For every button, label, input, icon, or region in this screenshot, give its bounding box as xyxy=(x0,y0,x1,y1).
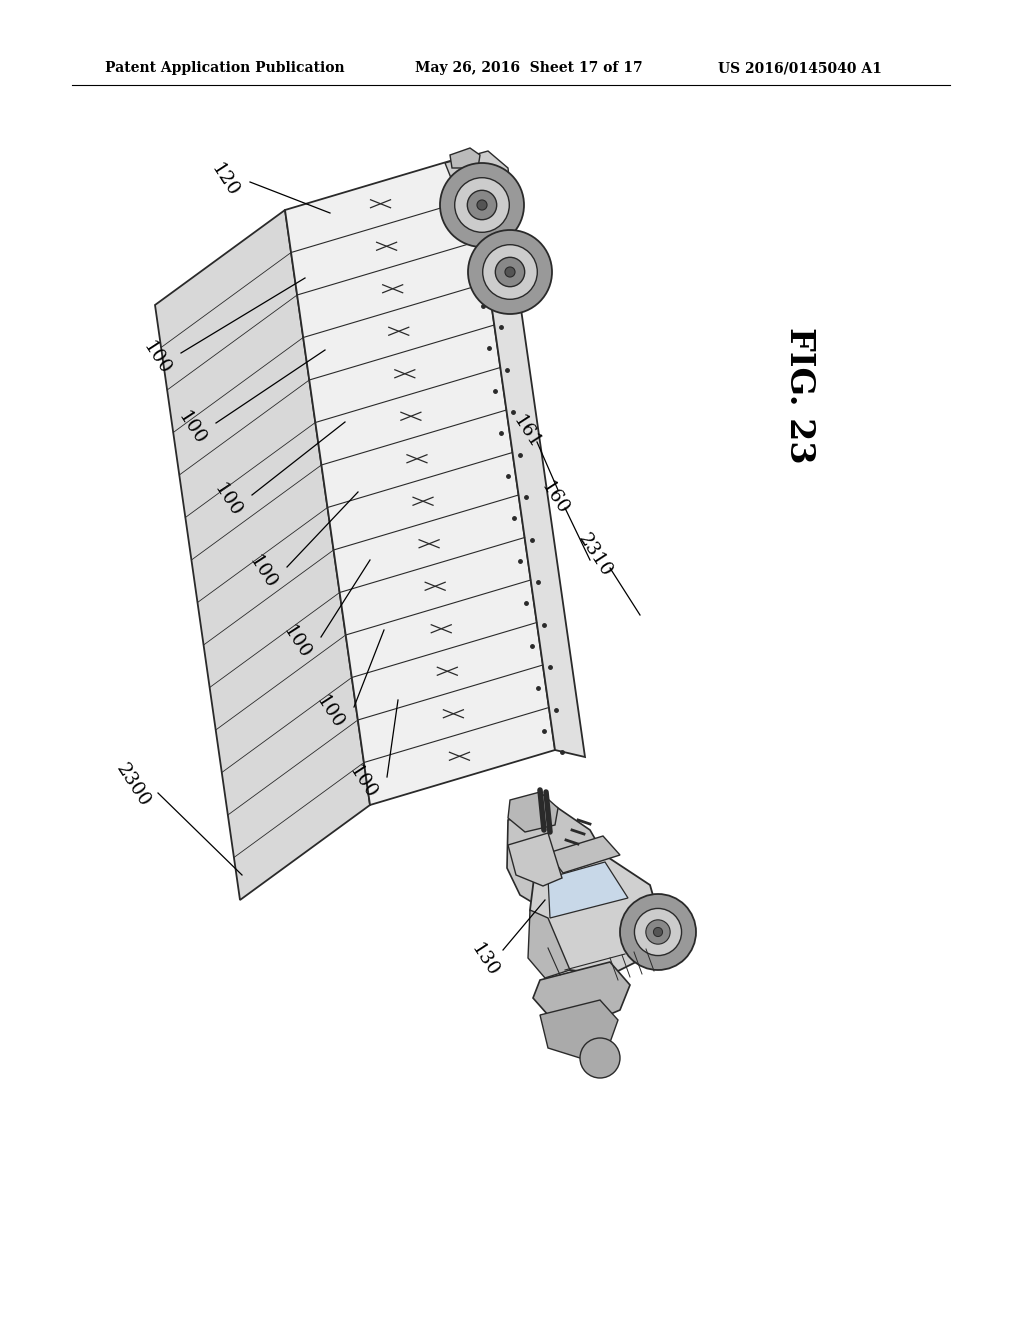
Circle shape xyxy=(635,908,682,956)
Polygon shape xyxy=(528,909,570,978)
Text: 2300: 2300 xyxy=(113,760,154,810)
Polygon shape xyxy=(450,148,480,168)
Polygon shape xyxy=(285,154,555,805)
Circle shape xyxy=(477,199,487,210)
Text: 100: 100 xyxy=(346,762,380,803)
Polygon shape xyxy=(534,962,630,1026)
Polygon shape xyxy=(508,833,562,886)
Circle shape xyxy=(496,257,524,286)
Polygon shape xyxy=(507,807,610,909)
Text: 120: 120 xyxy=(208,160,243,199)
Text: 100: 100 xyxy=(246,552,281,591)
Text: 2310: 2310 xyxy=(574,531,615,579)
Text: 100: 100 xyxy=(211,480,246,520)
Polygon shape xyxy=(548,836,620,873)
Text: May 26, 2016  Sheet 17 of 17: May 26, 2016 Sheet 17 of 17 xyxy=(415,61,643,75)
Circle shape xyxy=(468,230,552,314)
Circle shape xyxy=(482,244,538,300)
Text: US 2016/0145040 A1: US 2016/0145040 A1 xyxy=(718,61,882,75)
Text: Patent Application Publication: Patent Application Publication xyxy=(105,61,345,75)
Text: 100: 100 xyxy=(312,692,347,733)
Text: 160: 160 xyxy=(538,478,572,517)
Text: 100: 100 xyxy=(139,338,174,378)
Circle shape xyxy=(580,1038,620,1078)
Polygon shape xyxy=(530,851,660,975)
Polygon shape xyxy=(540,1001,618,1059)
Polygon shape xyxy=(548,862,628,917)
Circle shape xyxy=(467,190,497,219)
Polygon shape xyxy=(445,150,510,201)
Polygon shape xyxy=(508,792,558,832)
Text: FIG. 23: FIG. 23 xyxy=(783,326,816,463)
Text: 161: 161 xyxy=(510,412,544,451)
Circle shape xyxy=(505,267,515,277)
Text: 130: 130 xyxy=(468,940,503,979)
Text: 100: 100 xyxy=(175,408,209,447)
Circle shape xyxy=(440,162,524,247)
Circle shape xyxy=(620,894,696,970)
Circle shape xyxy=(653,928,663,937)
Text: 100: 100 xyxy=(280,622,314,661)
Polygon shape xyxy=(470,154,585,756)
Circle shape xyxy=(455,178,509,232)
Polygon shape xyxy=(155,210,370,900)
Circle shape xyxy=(646,920,670,944)
